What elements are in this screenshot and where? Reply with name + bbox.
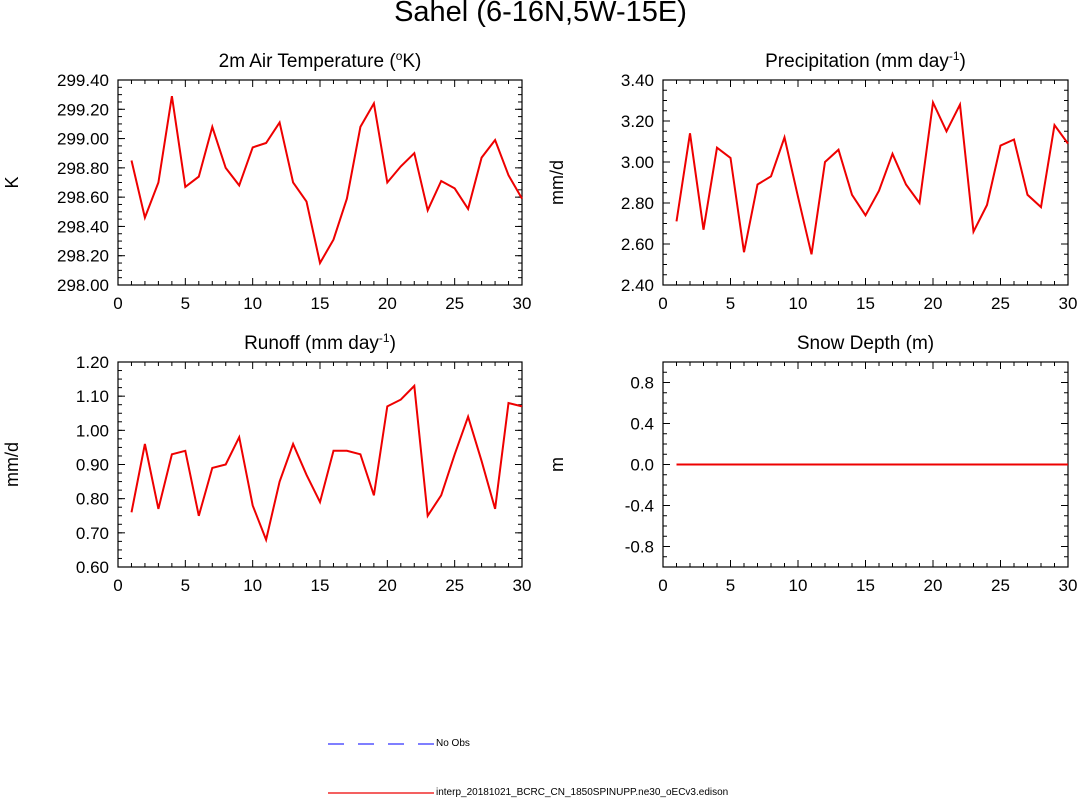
x-tick-label: 5 [181,294,190,313]
y-tick-label: 0.70 [76,524,109,543]
y-tick-label: 0.8 [630,374,654,393]
y-tick-label: 299.00 [57,130,109,149]
y-tick-label: 299.40 [57,71,109,90]
x-tick-label: 15 [856,294,875,313]
y-tick-label: 3.00 [621,153,654,172]
x-tick-label: 5 [181,576,190,595]
legend-obs-label: No Obs [436,738,470,749]
figure-title: Sahel (6-16N,5W-15E) [394,0,687,28]
y-tick-label: 298.80 [57,159,109,178]
x-tick-label: 10 [243,576,262,595]
y-tick-label: -0.8 [625,538,654,557]
y-tick-label: 3.40 [621,71,654,90]
y-tick-label: 0.60 [76,558,109,577]
y-tick-label: 1.10 [76,387,109,406]
x-tick-label: 0 [113,294,122,313]
y-tick-label: 0.0 [630,456,654,475]
y-tick-label: 0.4 [630,415,654,434]
y-axis-label: m [547,457,567,472]
x-tick-label: 10 [243,294,262,313]
x-tick-label: 30 [1059,294,1078,313]
legend-model-label: interp_20181021_BCRC_CN_1850SPINUPP.ne30… [436,787,729,798]
x-tick-label: 20 [924,294,943,313]
x-tick-label: 15 [311,294,330,313]
y-tick-label: 298.60 [57,188,109,207]
y-tick-label: 0.80 [76,490,109,509]
x-tick-label: 30 [513,294,532,313]
x-tick-label: 0 [113,576,122,595]
series-line [675,98,1069,255]
series-line [130,95,523,266]
y-tick-label: 2.40 [621,276,654,295]
x-tick-label: 10 [789,294,808,313]
subplot-title: 2m Air Temperature (oK) [219,49,422,72]
y-tick-label: 298.00 [57,276,109,295]
y-tick-label: 3.20 [621,112,654,131]
y-axis-label: K [2,176,22,188]
plot-frame [117,361,523,568]
y-tick-label: 1.00 [76,421,109,440]
x-tick-label: 20 [378,576,397,595]
y-tick-label: 299.20 [57,100,109,119]
x-tick-label: 0 [658,294,667,313]
x-tick-label: 5 [726,576,735,595]
x-tick-label: 15 [856,576,875,595]
y-tick-label: 0.90 [76,456,109,475]
y-tick-label: 298.20 [57,247,109,266]
plot-frame [662,79,1069,286]
x-tick-label: 25 [991,294,1010,313]
y-tick-label: 2.60 [621,235,654,254]
plot-frame [117,79,523,286]
y-tick-label: 298.40 [57,217,109,236]
x-tick-label: 20 [924,576,943,595]
x-tick-label: 0 [658,576,667,595]
x-tick-label: 30 [1059,576,1078,595]
series-line [130,383,523,544]
y-tick-label: 2.80 [621,194,654,213]
x-tick-label: 15 [311,576,330,595]
x-tick-label: 5 [726,294,735,313]
subplot-title: Precipitation (mm day-1) [765,49,966,72]
y-tick-label: -0.4 [625,497,654,516]
subplot-title: Snow Depth (m) [797,333,934,354]
x-tick-label: 30 [513,576,532,595]
y-axis-label: mm/d [547,160,567,205]
y-tick-label: 1.20 [76,353,109,372]
x-tick-label: 20 [378,294,397,313]
x-tick-label: 25 [991,576,1010,595]
x-tick-label: 25 [445,576,464,595]
x-tick-label: 10 [789,576,808,595]
x-tick-label: 25 [445,294,464,313]
subplot-title: Runoff (mm day-1) [244,331,396,354]
y-axis-label: mm/d [2,442,22,487]
